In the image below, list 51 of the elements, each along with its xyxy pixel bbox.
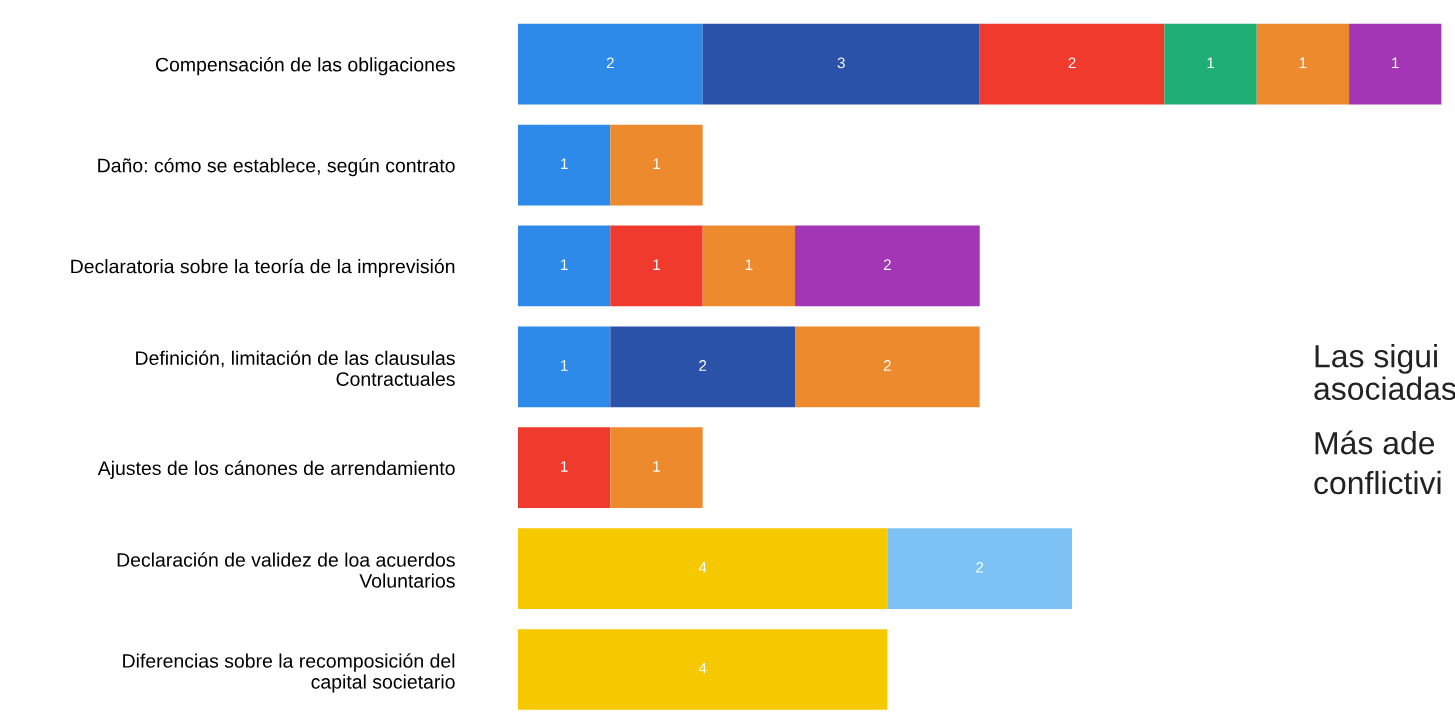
bar	[979, 23, 1165, 105]
data-label: 2	[883, 259, 891, 270]
bar	[518, 23, 703, 105]
data-label: 4	[698, 662, 707, 674]
bar	[1349, 23, 1442, 105]
bar	[518, 124, 611, 206]
bar	[610, 427, 703, 509]
data-label: 1	[653, 461, 661, 472]
bar	[702, 225, 796, 307]
bar	[610, 326, 796, 408]
data-label: 1	[653, 158, 661, 169]
bar	[518, 427, 611, 509]
annotation: asociadas	[1314, 376, 1455, 401]
data-label: 2	[606, 57, 614, 69]
data-label: 1	[653, 259, 661, 270]
data-label: 1	[561, 259, 568, 270]
bar	[702, 23, 980, 105]
data-label: 1	[1207, 57, 1215, 69]
annotation: Más ade	[1315, 430, 1435, 455]
bar	[610, 225, 703, 307]
data-label: 2	[976, 561, 984, 573]
bar	[518, 326, 611, 408]
y-tick-label: Diferencias sobre la recomposición del capital societario	[123, 653, 455, 693]
annotation: conflictivi	[1314, 470, 1441, 495]
data-label: 1	[1392, 57, 1399, 69]
data-label: 1	[745, 259, 753, 270]
bar	[1164, 23, 1257, 105]
data-label: 1	[561, 158, 568, 169]
bar	[518, 225, 611, 307]
bar	[518, 528, 888, 609]
data-label: 2	[1068, 57, 1076, 69]
data-label: 2	[883, 360, 891, 371]
data-label: 3	[837, 57, 845, 69]
data-label: 4	[698, 562, 707, 573]
y-tick-label: Declaratoria sobre la teoría de la imprevisión	[71, 258, 455, 278]
bar	[1256, 23, 1350, 105]
bar	[518, 629, 888, 710]
data-label: 1	[561, 360, 568, 371]
data-label: 1	[1299, 57, 1307, 69]
bar	[887, 528, 1073, 609]
y-tick-label: Daño: cómo se establece, según contrato	[98, 157, 455, 177]
y-tick-label: Definición, limitación de las clausulas Contractuales	[136, 350, 455, 386]
annotation: Las sigui	[1315, 343, 1437, 374]
y-tick-label: Compensación de las obligaciones	[156, 57, 455, 76]
y-tick-label: Declaración de validez de loa acuerdos Voluntarios	[117, 552, 455, 588]
y-tick-label: Ajustes de los cánones de arrendamiento	[97, 460, 455, 479]
bar	[795, 225, 980, 307]
bar	[610, 124, 703, 206]
data-label: 2	[699, 360, 707, 371]
data-label: 1	[561, 461, 568, 472]
bar	[795, 326, 980, 408]
